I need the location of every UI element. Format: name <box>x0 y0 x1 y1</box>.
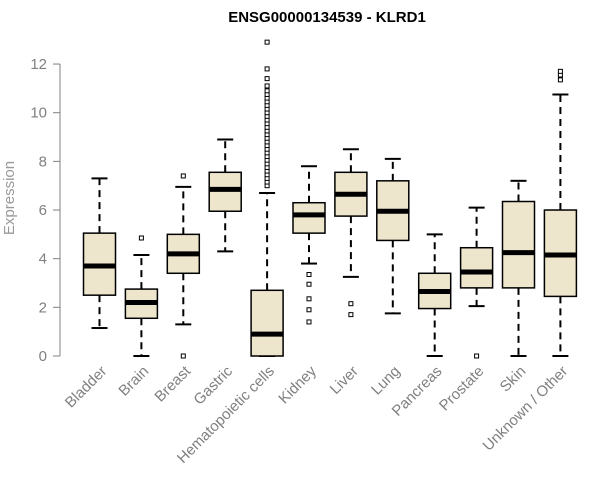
x-tick-label: Prostate <box>436 363 488 415</box>
x-tick-label: Kidney <box>275 362 320 407</box>
outlier-point <box>306 319 312 325</box>
outlier-point <box>180 173 186 179</box>
outlier-point <box>264 76 270 82</box>
y-tick-label: 4 <box>39 251 47 268</box>
box-iqr <box>459 246 494 289</box>
y-axis-label: Expression <box>1 161 18 235</box>
y-tick-label: 0 <box>39 348 47 365</box>
box-breast <box>166 173 201 359</box>
box-brain <box>124 235 159 357</box>
outlier-point <box>306 271 312 277</box>
y-tick-label: 12 <box>30 56 47 73</box>
box-pancreas <box>417 233 452 357</box>
outlier-point <box>557 68 563 74</box>
outlier-point <box>306 307 312 313</box>
chart-title: ENSG00000134539 - KLRD1 <box>228 9 426 26</box>
y-tick-label: 6 <box>39 202 47 219</box>
x-tick-label: Bladder <box>62 363 111 412</box>
box-lung <box>376 157 410 315</box>
outlier-point <box>264 66 270 72</box>
x-tick-label: Brain <box>115 363 152 400</box>
box-kidney <box>292 165 326 325</box>
outlier-point <box>474 353 480 359</box>
x-tick-label: Liver <box>327 363 362 398</box>
outlier-point <box>306 296 312 302</box>
outlier-point <box>180 353 186 359</box>
box-liver <box>334 148 368 318</box>
outlier-point <box>264 39 270 45</box>
box-iqr <box>501 200 536 289</box>
outlier-point <box>306 281 312 287</box>
y-tick-label: 10 <box>30 105 47 122</box>
x-tick-label: Skin <box>497 363 530 396</box>
outlier-point <box>264 88 270 94</box>
box-iqr <box>292 201 326 234</box>
x-tick-label: Lung <box>368 363 404 399</box>
y-axis: 0 2 4 6 8 10 12 <box>30 56 61 365</box>
box-iqr <box>250 289 284 357</box>
box-hematopoietic-cells <box>250 39 284 357</box>
boxes-layer <box>82 39 578 359</box>
y-tick-label: 2 <box>39 299 47 316</box>
x-tick-label: Breast <box>151 362 194 405</box>
box-prostate <box>459 206 494 359</box>
box-skin <box>501 179 536 357</box>
outlier-point <box>348 301 354 307</box>
outlier-point <box>138 235 144 241</box>
box-bladder <box>82 177 117 330</box>
outlier-point <box>348 312 354 318</box>
box-gastric <box>208 138 242 253</box>
outlier-point <box>557 77 563 83</box>
box-unknown-other <box>543 68 578 357</box>
y-tick-label: 8 <box>39 153 47 170</box>
outlier-point <box>264 83 270 89</box>
